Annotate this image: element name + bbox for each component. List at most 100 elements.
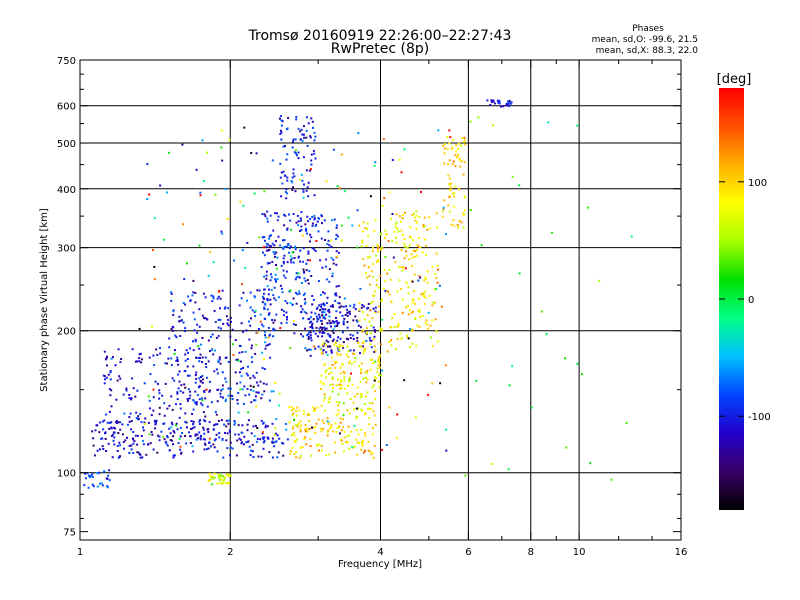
echo-point [256, 289, 259, 292]
echo-point [138, 360, 141, 363]
echo-point [192, 408, 195, 411]
echo-point [102, 374, 105, 377]
echo-point [357, 324, 360, 327]
echo-point [306, 279, 309, 281]
echo-point [112, 426, 115, 429]
echo-point [265, 344, 268, 347]
echo-point [445, 233, 447, 236]
echo-point [394, 226, 397, 229]
echo-point [395, 436, 398, 439]
echo-point [255, 440, 258, 443]
echo-point [349, 360, 351, 363]
echo-point [362, 352, 365, 355]
echo-point [343, 297, 346, 300]
echo-point [317, 318, 320, 321]
echo-point [337, 354, 340, 357]
echo-point [319, 326, 322, 329]
echo-point [312, 149, 315, 152]
echo-point [321, 326, 324, 329]
echo-point [455, 150, 458, 153]
echo-point [315, 223, 318, 226]
echo-point [302, 196, 305, 199]
echo-point [295, 118, 298, 121]
echo-point [302, 247, 305, 250]
echo-point [255, 343, 258, 346]
echo-point [319, 319, 322, 322]
echo-point [299, 430, 302, 433]
echo-point [372, 338, 375, 341]
echo-point [346, 435, 349, 438]
echo-point [458, 220, 461, 223]
echo-point [286, 438, 289, 441]
echo-point [360, 448, 363, 451]
echo-point [376, 243, 379, 246]
echo-point [384, 229, 387, 232]
echo-point [443, 199, 446, 202]
echo-point [328, 398, 331, 401]
echo-point [463, 196, 466, 199]
echo-point [338, 401, 341, 404]
echo-point [492, 99, 495, 102]
echo-point [610, 478, 613, 481]
echo-point [220, 129, 223, 132]
echo-point [340, 381, 343, 383]
echo-point [373, 290, 376, 293]
echo-point [193, 318, 196, 321]
echo-point [139, 456, 142, 459]
echo-point [198, 308, 201, 311]
echo-point [506, 104, 509, 107]
echo-point [284, 276, 287, 279]
echo-point [371, 317, 374, 320]
echo-point [96, 472, 99, 475]
echo-point [343, 436, 346, 439]
echo-point [337, 393, 340, 396]
echo-point [217, 476, 220, 479]
echo-point [373, 335, 376, 338]
echo-point [202, 292, 205, 295]
echo-point [264, 341, 267, 344]
echo-point [510, 101, 513, 104]
echo-point [194, 434, 197, 437]
echo-point [340, 379, 343, 382]
echo-point [244, 350, 247, 353]
echo-point [154, 380, 157, 383]
echo-point [377, 359, 380, 362]
echo-point [263, 302, 266, 305]
echo-point [108, 388, 111, 391]
echo-point [197, 345, 200, 348]
echo-point [192, 340, 194, 343]
echo-point [400, 265, 403, 268]
echo-point [324, 317, 327, 320]
echo-point [271, 319, 274, 321]
echo-point [493, 102, 496, 105]
echo-point [343, 379, 346, 382]
echo-point [419, 276, 422, 279]
echo-point [240, 375, 243, 377]
echo-point [358, 302, 361, 305]
echo-point [282, 257, 285, 260]
echo-point [180, 309, 183, 312]
echo-point [373, 164, 376, 167]
echo-point [393, 230, 396, 233]
echo-point [372, 362, 374, 364]
echo-point [363, 305, 365, 308]
echo-point [325, 278, 328, 281]
echo-point [368, 336, 371, 339]
echo-point [325, 454, 328, 457]
echo-point [259, 438, 262, 441]
x-tick-label: 6 [465, 547, 471, 558]
echo-point [391, 159, 394, 161]
echo-point [433, 288, 436, 291]
echo-point [356, 441, 359, 444]
echo-point [414, 316, 417, 319]
echo-point [396, 227, 399, 230]
echo-point [339, 387, 342, 390]
echo-point [440, 305, 443, 308]
echo-point [228, 429, 231, 432]
echo-point [331, 364, 334, 366]
echo-point [345, 305, 348, 308]
echo-point [404, 211, 406, 214]
echo-point [344, 190, 347, 193]
echo-point [158, 439, 161, 442]
echo-point [338, 306, 341, 309]
